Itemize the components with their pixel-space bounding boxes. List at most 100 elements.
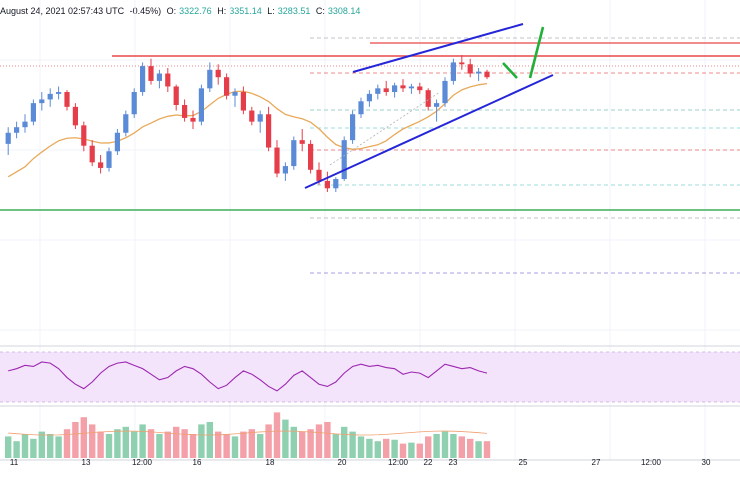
volume-bar: [315, 424, 323, 458]
candle: [467, 58, 473, 78]
time-axis: 11 13 12:00 16 18 20 12:00 22 23 25 27 12:00 30: [10, 458, 711, 467]
candle-body: [207, 69, 213, 89]
volume-bar: [5, 436, 12, 458]
volume-bar: [307, 429, 314, 458]
green-arrow-up: [528, 26, 545, 79]
close-value: 3308.14: [327, 6, 361, 16]
green-arrow-down: [502, 62, 518, 79]
candle-body: [408, 86, 414, 89]
volume-bar: [475, 441, 482, 458]
x-tick-label: 20: [338, 458, 347, 467]
volume-bar: [105, 434, 113, 458]
candle: [434, 99, 440, 122]
channel-upper-line: [352, 23, 524, 73]
candle-body: [375, 88, 381, 94]
channel-lower-line: [304, 74, 554, 189]
candle: [400, 79, 406, 93]
candle: [89, 140, 95, 167]
candle: [417, 82, 423, 94]
volume-pane: [5, 412, 491, 458]
candle-body: [224, 77, 230, 96]
candle: [165, 67, 171, 93]
candle: [224, 73, 230, 100]
candle: [459, 55, 465, 70]
candle: [182, 99, 188, 122]
candle-body: [308, 143, 314, 170]
x-tick-label: 30: [702, 458, 711, 467]
candle: [450, 58, 456, 85]
volume-bar: [282, 419, 289, 458]
x-tick-label: 12:00: [641, 458, 662, 467]
volume-bar: [408, 442, 415, 458]
candle: [190, 110, 196, 130]
candle-body: [156, 73, 162, 81]
volume-bar: [206, 422, 213, 458]
candle: [47, 88, 53, 107]
candle: [266, 106, 272, 152]
candle: [341, 136, 347, 181]
candle-body: [299, 140, 305, 144]
volume-bar: [383, 438, 390, 458]
volume-bar: [374, 441, 381, 458]
candle: [148, 58, 154, 85]
candle-body: [123, 114, 129, 133]
candle-body: [47, 93, 53, 100]
volume-ma-line: [8, 430, 488, 436]
candle: [375, 84, 381, 100]
volume-bar: [30, 438, 37, 458]
volume-bar: [290, 426, 297, 458]
candle-body: [266, 114, 272, 148]
volume-bar: [399, 443, 407, 458]
volume-bar: [416, 443, 423, 458]
volume-bar: [273, 412, 281, 458]
candle-body: [39, 99, 45, 104]
candle: [392, 82, 398, 98]
x-tick-label: 25: [519, 458, 528, 467]
price-levels: [0, 37, 740, 274]
candle: [64, 90, 70, 111]
candle-body: [358, 101, 364, 115]
volume-bar: [223, 434, 230, 458]
x-tick-label: 12:00: [388, 458, 409, 467]
candle-body: [257, 114, 263, 122]
candle-body: [148, 66, 154, 81]
volume-bar: [139, 424, 146, 458]
rsi-band: [0, 352, 740, 402]
candle-body: [383, 88, 389, 93]
candle-body: [450, 62, 456, 81]
candle: [358, 97, 364, 118]
candle-body: [232, 92, 238, 96]
candle: [81, 121, 87, 152]
high-value: 3351.14: [229, 6, 262, 16]
candle-body: [291, 140, 297, 167]
candle: [123, 110, 129, 137]
candle-body: [467, 64, 473, 74]
volume-bar: [215, 431, 222, 458]
candle-body: [14, 127, 20, 133]
candle-body: [434, 103, 440, 107]
volume-bar: [114, 429, 121, 458]
volume-bar: [433, 434, 440, 458]
volume-bar: [72, 422, 79, 458]
candle-body: [182, 104, 188, 118]
candle: [232, 88, 238, 107]
candle: [257, 110, 263, 133]
candle-body: [324, 180, 330, 189]
candle-body: [249, 110, 255, 122]
x-tick-label: 11: [10, 458, 19, 467]
candle: [282, 162, 288, 181]
rsi-line: [8, 361, 488, 392]
candle-body: [198, 88, 204, 122]
volume-bar: [366, 438, 373, 458]
candle-body: [5, 132, 11, 144]
candle: [425, 88, 431, 111]
candle: [249, 106, 255, 126]
volume-bar: [198, 424, 205, 458]
volume-bar: [425, 436, 432, 458]
moving-average: [7, 82, 488, 178]
candle: [324, 171, 330, 192]
candle-body: [98, 162, 104, 168]
candle-body: [392, 85, 398, 93]
candle-body: [316, 169, 322, 181]
